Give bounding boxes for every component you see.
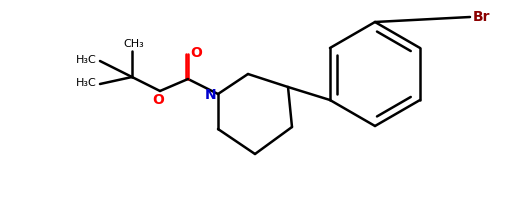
Text: H₃C: H₃C	[76, 78, 96, 88]
Text: O: O	[152, 93, 164, 106]
Text: Br: Br	[472, 10, 490, 24]
Text: O: O	[190, 46, 202, 60]
Text: N: N	[205, 88, 217, 101]
Text: H₃C: H₃C	[76, 55, 96, 65]
Text: CH₃: CH₃	[123, 39, 144, 49]
